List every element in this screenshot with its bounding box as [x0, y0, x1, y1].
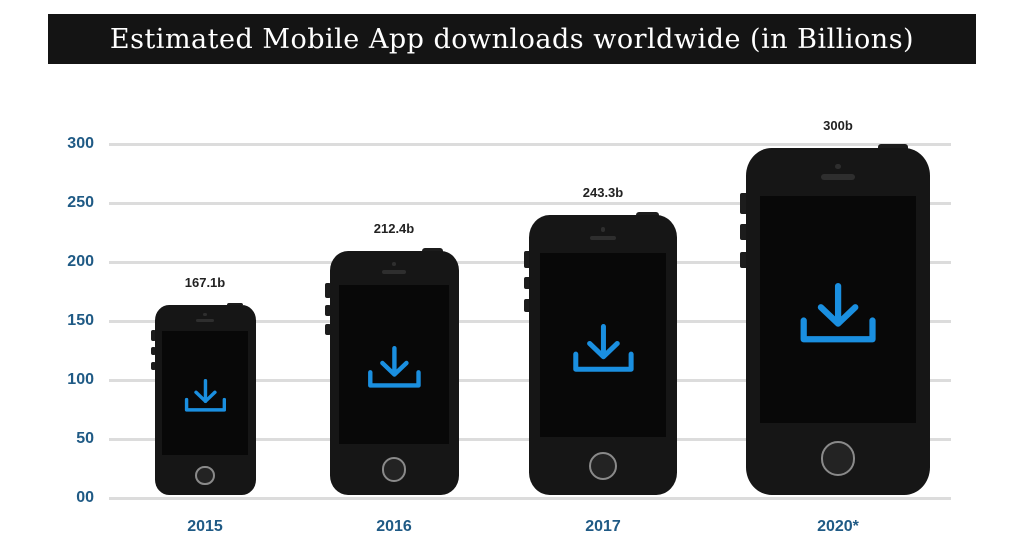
side-button-shape [325, 304, 332, 316]
side-button-shape [523, 251, 532, 269]
side-button-shape [739, 252, 749, 268]
side-button-shape [150, 329, 157, 341]
speaker-slot [589, 235, 617, 241]
gridline [109, 202, 951, 205]
home-button-shape [195, 465, 215, 485]
side-button-shape [325, 283, 332, 298]
download-icon [572, 324, 634, 372]
chart-title: Estimated Mobile App downloads worldwide… [48, 14, 976, 64]
side-button-shape [325, 324, 332, 336]
x-axis-tick-label: 2017 [585, 518, 621, 535]
side-button-shape [523, 298, 532, 312]
power-button-shape [422, 248, 443, 253]
y-axis-tick-label: 300 [67, 135, 94, 152]
speaker-slot [821, 174, 855, 180]
bar-smartphone-icon [739, 143, 930, 495]
power-button-shape [635, 211, 660, 216]
camera-dot [600, 227, 606, 232]
speaker-slot [382, 269, 406, 274]
side-button-shape [739, 224, 749, 240]
download-icon [184, 378, 226, 412]
bar-smartphone-icon [325, 248, 459, 495]
bar-smartphone-icon [523, 211, 677, 495]
gridline [109, 497, 951, 500]
download-icon [367, 346, 421, 388]
power-button-shape [227, 302, 244, 306]
x-axis-tick-label: 2020* [817, 518, 859, 535]
x-axis-tick-label: 2015 [187, 518, 223, 535]
download-icon [800, 283, 876, 343]
y-axis-tick-label: 150 [67, 312, 94, 329]
side-button-shape [523, 276, 532, 290]
y-axis-tick-label: 00 [76, 489, 94, 506]
data-value-label: 167.1b [184, 274, 226, 290]
camera-dot [835, 163, 841, 170]
side-button-shape [150, 346, 157, 356]
y-axis-tick-label: 200 [67, 253, 94, 270]
x-axis-tick-label: 2016 [376, 518, 412, 535]
y-axis-tick-label: 100 [67, 371, 94, 388]
bar-smartphone-icon [150, 302, 256, 495]
side-button-shape [739, 193, 749, 214]
power-button-shape [878, 143, 908, 150]
camera-dot [203, 313, 207, 317]
gridline [109, 143, 951, 146]
camera-dot [392, 262, 396, 267]
home-button-shape [820, 441, 856, 477]
data-value-label: 243.3b [582, 184, 624, 200]
y-axis-tick-label: 50 [76, 430, 94, 447]
home-button-shape [588, 451, 618, 480]
home-button-shape [381, 457, 407, 482]
speaker-slot [195, 319, 215, 323]
side-button-shape [150, 361, 157, 371]
data-value-label: 300b [823, 118, 853, 133]
y-axis-tick-label: 250 [67, 194, 94, 211]
chart-title-text: Estimated Mobile App downloads worldwide… [109, 23, 915, 55]
data-value-label: 212.4b [373, 221, 415, 237]
